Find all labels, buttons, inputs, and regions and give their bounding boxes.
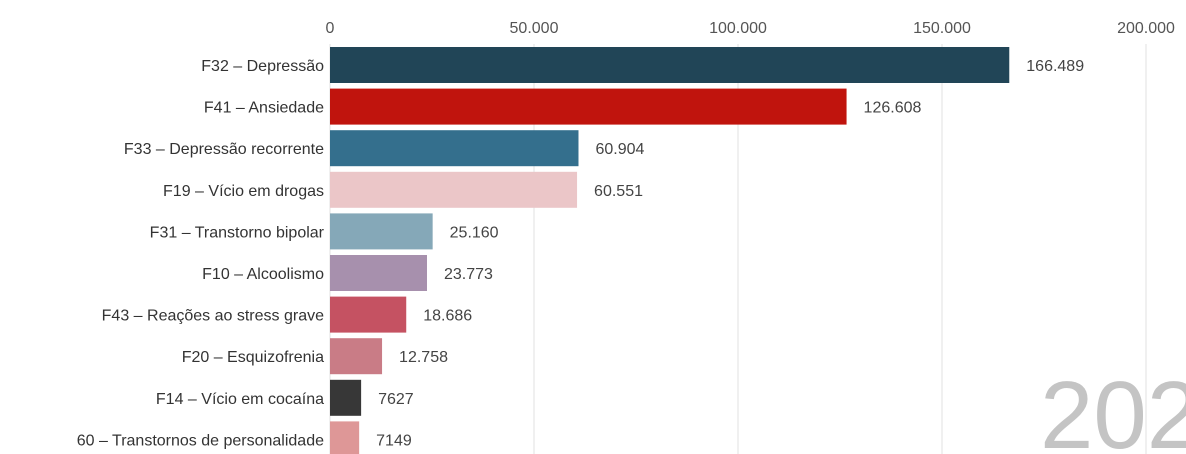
category-label: F20 – Esquizofrenia [182, 349, 324, 366]
bar [330, 421, 360, 454]
x-tick-label: 200.000 [1117, 20, 1175, 37]
data-label: 25.160 [450, 224, 499, 241]
category-label: F14 – Vício em cocaína [156, 391, 324, 408]
x-tick-label: 150.000 [913, 20, 971, 37]
bar [330, 255, 427, 291]
value-labels: 166.489 126.608 60.904 60.551 25.160 23.773 18… [376, 58, 1084, 449]
bar [330, 379, 362, 416]
category-label: F19 – Vício em drogas [163, 183, 324, 200]
data-label: 7627 [378, 391, 414, 408]
data-label: 23.773 [444, 266, 493, 283]
category-label: F41 – Ansiedade [204, 100, 324, 117]
x-tick-label: 0 [326, 20, 335, 37]
category-label: 60 – Transtornos de personalidade [77, 432, 324, 449]
bar [330, 338, 383, 375]
data-label: 18.686 [423, 308, 472, 325]
category-label: F10 – Alcoolismo [202, 266, 324, 283]
category-label: F33 – Depressão recorrente [124, 141, 324, 158]
data-label: 60.904 [595, 141, 644, 158]
data-label: 7149 [376, 432, 412, 449]
bar [330, 213, 433, 250]
category-labels: F32 – Depressão F41 – Ansiedade F33 – Depr… [77, 58, 325, 449]
data-label: 12.758 [399, 349, 448, 366]
x-tick-label: 100.000 [709, 20, 767, 37]
bar [330, 171, 578, 208]
category-label: F32 – Depressão [201, 58, 324, 75]
category-label: F31 – Transtorno bipolar [150, 224, 325, 241]
x-tick-label: 50.000 [510, 20, 559, 37]
bars [330, 47, 1010, 454]
bar [330, 296, 407, 333]
data-label: 166.489 [1026, 58, 1084, 75]
year-watermark: 202 [1040, 362, 1186, 454]
x-axis-ticks: 0 50.000 100.000 150.000 200.000 [326, 20, 1175, 37]
category-label: F43 – Reações ao stress grave [102, 308, 324, 325]
bar [330, 130, 579, 167]
bar [330, 88, 847, 125]
data-label: 60.551 [594, 183, 643, 200]
bar [330, 47, 1010, 83]
data-label: 126.608 [864, 100, 922, 117]
